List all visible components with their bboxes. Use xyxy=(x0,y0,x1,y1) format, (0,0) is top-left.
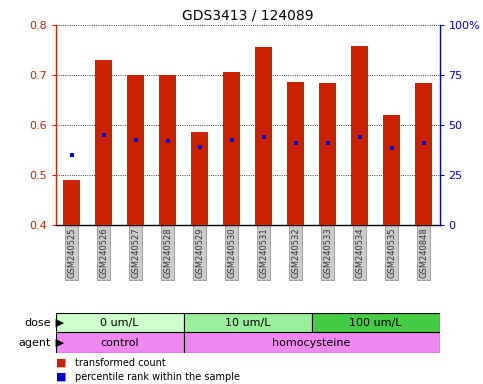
Bar xyxy=(312,313,440,332)
Bar xyxy=(383,115,400,225)
Text: 10 um/L: 10 um/L xyxy=(225,318,270,328)
Bar xyxy=(351,46,369,225)
Bar xyxy=(56,332,184,353)
Bar xyxy=(287,83,304,225)
Text: agent: agent xyxy=(18,338,51,348)
Bar xyxy=(415,83,432,225)
Text: ▶: ▶ xyxy=(52,338,64,348)
Text: 100 um/L: 100 um/L xyxy=(349,318,402,328)
Bar xyxy=(223,73,241,225)
Text: transformed count: transformed count xyxy=(75,358,166,368)
Text: control: control xyxy=(100,338,139,348)
Bar xyxy=(127,75,144,225)
Bar xyxy=(63,180,80,225)
Bar xyxy=(56,313,184,332)
Bar xyxy=(184,313,312,332)
Text: ▶: ▶ xyxy=(52,318,64,328)
Text: ■: ■ xyxy=(56,358,66,368)
Bar xyxy=(255,47,272,225)
Text: homocysteine: homocysteine xyxy=(272,338,351,348)
Text: ■: ■ xyxy=(56,372,66,382)
Bar xyxy=(319,83,336,225)
Bar xyxy=(95,60,113,225)
Text: percentile rank within the sample: percentile rank within the sample xyxy=(75,372,240,382)
Bar xyxy=(191,132,208,225)
Bar xyxy=(159,75,176,225)
Text: 0 um/L: 0 um/L xyxy=(100,318,139,328)
Bar xyxy=(184,332,440,353)
Text: dose: dose xyxy=(24,318,51,328)
Title: GDS3413 / 124089: GDS3413 / 124089 xyxy=(182,8,313,22)
